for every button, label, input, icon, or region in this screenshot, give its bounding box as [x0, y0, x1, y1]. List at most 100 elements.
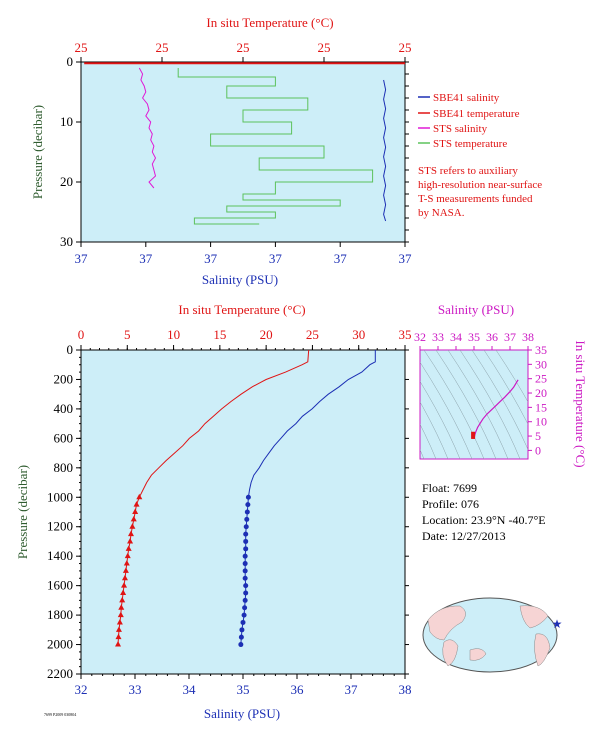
- top-panel-temp-tick-label: 25: [318, 40, 331, 55]
- main-salinity-marker: [242, 605, 248, 611]
- top-panel-series-sts-temperature: [177, 68, 374, 225]
- top-panel-plot-area: [80, 61, 406, 243]
- top-panel-series: [84, 62, 405, 225]
- main-salinity-marker: [242, 561, 248, 567]
- main-salinity-marker: [243, 590, 249, 596]
- main-salinity-marker: [243, 583, 249, 589]
- main-pressure-tick-label: 800: [54, 460, 74, 475]
- ts-temp-tick-label: 35: [535, 343, 547, 357]
- main-temp-tick-label: 15: [213, 327, 226, 342]
- main-temperature-marker: [136, 493, 143, 500]
- main-salinity-marker: [245, 502, 251, 508]
- ts-temp-tick-label: 0: [535, 443, 541, 457]
- main-salinity-marker: [242, 575, 248, 581]
- footer-id: 7699 P2009 030804: [44, 712, 76, 717]
- top-panel-pressure-tick-label: 0: [67, 54, 74, 69]
- top-panel-temp-tick-label: 25: [399, 40, 412, 55]
- main-salinity-marker: [238, 642, 244, 648]
- ts-panel-salinity-axis-title: Salinity (PSU): [438, 302, 514, 317]
- ts-panel-density-contours: [420, 350, 528, 459]
- top-panel-series-sbe41-salinity: [383, 79, 387, 222]
- main-panel-pressure-axis-title: Pressure (decibar): [15, 465, 30, 559]
- main-salinity-marker: [242, 553, 248, 559]
- main-temperature-marker: [117, 611, 124, 618]
- legend-label-sts-salinity: STS salinity: [433, 123, 488, 135]
- top-panel-salinity-tick-label: 37: [399, 251, 413, 266]
- main-temperature-marker: [132, 508, 139, 514]
- main-temperature-marker: [122, 567, 129, 573]
- main-salinity-marker: [243, 546, 249, 552]
- main-temperature-marker: [127, 537, 134, 544]
- main-pressure-tick-label: 600: [54, 430, 74, 445]
- main-pressure-tick-label: 1200: [47, 519, 73, 534]
- ts-salinity-tick-label: 35: [468, 330, 480, 344]
- ts-density-contour: [420, 423, 437, 459]
- main-salinity-marker: [241, 612, 247, 618]
- top-panel-salinity-tick-label: 37: [139, 251, 153, 266]
- near-surface-panel: In situ Temperature (°C) 25 25 25 25 25 37 37…: [30, 15, 542, 287]
- main-temp-tick-label: 25: [306, 327, 319, 342]
- main-temperature-marker: [119, 596, 126, 603]
- main-salinity-marker: [245, 494, 251, 500]
- main-temperature-marker: [123, 560, 130, 566]
- ts-temp-tick-label: 10: [535, 415, 547, 429]
- main-temp-tick-label: 20: [260, 327, 273, 342]
- top-panel-pressure-tick-label: 10: [60, 114, 73, 129]
- main-pressure-tick-label: 1800: [47, 607, 73, 622]
- ts-panel-series: [471, 379, 519, 440]
- main-temperature-marker: [125, 545, 132, 551]
- top-panel-salinity-tick-label: 37: [269, 251, 283, 266]
- main-salinity-tick-label: 38: [399, 682, 412, 697]
- main-temp-tick-label: 10: [167, 327, 180, 342]
- map-continent-south-america: [534, 633, 551, 667]
- main-panel-temperature-axis-title: In situ Temperature (°C): [178, 302, 305, 317]
- map-continent-australia: [469, 648, 487, 661]
- ts-density-contour: [423, 350, 485, 459]
- main-temp-tick-label: 5: [124, 327, 131, 342]
- top-panel-legend: SBE41 salinity SBE41 temperature STS sal…: [418, 92, 520, 150]
- main-salinity-marker: [244, 516, 250, 522]
- main-salinity-marker: [238, 634, 244, 640]
- ts-density-contour: [495, 350, 528, 403]
- main-salinity-marker: [243, 538, 249, 544]
- main-salinity-tick-label: 33: [129, 682, 142, 697]
- map-continent-asia-europe: [427, 605, 466, 641]
- full-depth-panel: In situ Temperature (°C) 0 5 10 15 20 25 30 35 3…: [15, 302, 412, 721]
- main-salinity-tick-label: 32: [75, 682, 88, 697]
- main-salinity-marker: [240, 619, 246, 625]
- main-salinity-tick-label: 36: [291, 682, 305, 697]
- ts-panel-plot-area: [419, 349, 529, 460]
- main-temperature-marker: [130, 515, 137, 522]
- sts-note: STS refers to auxiliary high-resolution …: [418, 165, 542, 219]
- main-temperature-marker: [127, 530, 134, 537]
- main-temperature-marker: [121, 582, 128, 588]
- top-panel-salinity-tick-label: 37: [75, 251, 89, 266]
- main-temperature-marker: [118, 604, 125, 610]
- main-temp-tick-label: 30: [352, 327, 365, 342]
- float-id: Float: 7699: [422, 481, 478, 495]
- top-panel-pressure-tick-label: 20: [60, 174, 73, 189]
- ts-salinity-tick-label: 34: [450, 330, 462, 344]
- main-temperature-marker: [115, 633, 122, 640]
- main-temp-tick-label: 0: [78, 327, 85, 342]
- top-panel-temp-tick-label: 25: [75, 40, 88, 55]
- main-pressure-tick-label: 1400: [47, 548, 73, 563]
- main-pressure-tick-label: 2000: [47, 637, 73, 652]
- profile-date: Date: 12/27/2013: [422, 529, 506, 543]
- ts-temp-tick-label: 25: [535, 372, 547, 386]
- main-temperature-marker: [115, 641, 122, 647]
- main-temperature-marker: [120, 589, 127, 595]
- main-panel-series: [115, 349, 376, 648]
- main-temperature-marker: [124, 552, 131, 559]
- top-panel-top-ticks: 25 25 25 25 25: [75, 40, 412, 62]
- main-pressure-tick-label: 0: [67, 342, 74, 357]
- sts-note-line-4: by NASA.: [418, 207, 465, 219]
- top-panel-temp-tick-label: 25: [237, 40, 250, 55]
- ts-temp-tick-label: 30: [535, 357, 547, 371]
- ts-panel-temperature-axis-title: In situ Temperature (°C): [573, 340, 588, 467]
- map-continent-north-america: [519, 605, 549, 629]
- ts-density-contour: [483, 350, 528, 425]
- ts-salinity-tick-label: 38: [522, 330, 534, 344]
- legend-label-sbe41-temperature: SBE41 temperature: [433, 108, 520, 120]
